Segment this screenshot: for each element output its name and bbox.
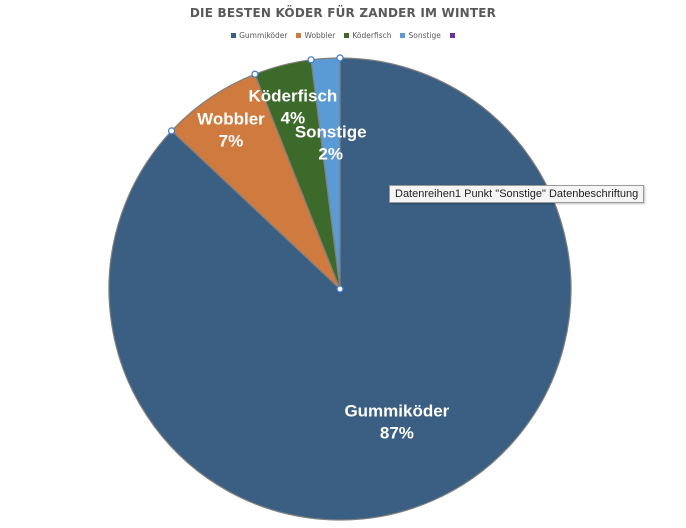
legend-label: Gummiköder: [239, 31, 288, 40]
legend-item-empty[interactable]: [449, 31, 455, 40]
data-label-value[interactable]: 2%: [318, 144, 343, 163]
legend-item[interactable]: Sonstige: [400, 31, 441, 40]
selection-handle[interactable]: [251, 70, 259, 78]
selection-handle[interactable]: [336, 285, 344, 293]
data-label-value[interactable]: 4%: [281, 109, 306, 128]
legend-swatch: [449, 33, 455, 38]
selection-handle[interactable]: [307, 56, 315, 64]
data-label-category[interactable]: Köderfisch: [248, 87, 337, 106]
legend-swatch: [231, 33, 237, 38]
legend-swatch: [296, 33, 302, 38]
data-label-category[interactable]: Wobbler: [197, 110, 265, 129]
data-label-value[interactable]: 87%: [380, 423, 414, 442]
legend-item[interactable]: Köderfisch: [344, 31, 391, 40]
legend-item[interactable]: Gummiköder: [231, 31, 287, 40]
tooltip: Datenreihen1 Punkt "Sonstige" Datenbesch…: [389, 185, 645, 203]
legend-swatch: [400, 33, 406, 38]
data-label-category[interactable]: Sonstige: [295, 122, 367, 141]
legend-label: Wobbler: [304, 31, 336, 40]
legend-swatch: [344, 33, 350, 38]
selection-handle[interactable]: [168, 127, 176, 135]
legend-label: Köderfisch: [352, 31, 392, 40]
legend-label: Sonstige: [408, 31, 441, 40]
selection-handle[interactable]: [336, 54, 344, 62]
legend[interactable]: Gummiköder Wobbler Köderfisch Sonstige: [0, 31, 686, 40]
chart-title[interactable]: DIE BESTEN KÖDER FÜR ZANDER IM WINTER: [189, 6, 497, 20]
legend-item[interactable]: Wobbler: [296, 31, 335, 40]
data-label-value[interactable]: 7%: [219, 132, 244, 151]
data-label-category[interactable]: Gummiköder: [344, 401, 449, 420]
pie-slice-gummiköder[interactable]: [108, 57, 572, 521]
